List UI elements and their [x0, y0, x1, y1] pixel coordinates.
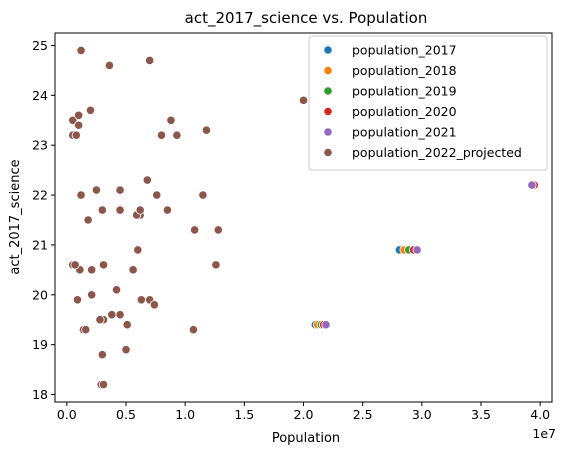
data-point	[156, 130, 167, 140]
data-point	[74, 110, 84, 120]
y-tick-label: 20	[32, 287, 48, 302]
legend-label: population_2019	[352, 84, 457, 99]
y-tick-label: 23	[32, 138, 48, 153]
data-point	[107, 310, 117, 320]
data-point	[149, 300, 159, 310]
data-point	[152, 190, 162, 200]
data-point	[145, 55, 155, 66]
data-point	[211, 260, 221, 270]
data-point	[213, 225, 223, 235]
y-tick-label: 24	[32, 88, 48, 103]
legend-marker	[323, 65, 333, 76]
y-tick-label: 18	[32, 387, 48, 402]
data-point	[76, 190, 86, 200]
x-tick-label: 4.0	[530, 407, 550, 422]
x-tick-label: 2.5	[353, 407, 373, 422]
data-point	[172, 130, 182, 140]
data-point	[188, 325, 199, 335]
data-point	[71, 130, 81, 140]
data-point	[91, 185, 102, 195]
y-tick-label: 19	[32, 337, 48, 352]
legend-marker	[323, 127, 333, 137]
data-point	[74, 120, 84, 130]
data-point	[121, 345, 131, 355]
data-point	[81, 325, 91, 335]
data-point	[97, 350, 107, 360]
data-point	[83, 215, 93, 225]
x-tick-label: 0.5	[116, 407, 136, 422]
data-point	[68, 115, 78, 125]
data-point	[87, 265, 97, 275]
x-tick-label: 2.0	[294, 407, 314, 422]
y-tick-label: 21	[32, 237, 48, 252]
data-point	[298, 95, 309, 105]
x-tick-label: 0.0	[57, 407, 77, 422]
legend: population_2017 population_2018 population…	[308, 35, 548, 171]
legend-marker	[323, 86, 333, 96]
data-point	[133, 245, 143, 255]
data-point	[527, 180, 537, 190]
x-axis-offset-label: 1e7	[532, 426, 556, 441]
legend-label: population_2017	[352, 43, 457, 58]
y-axis: 18 19 20 21 22 23 24 25	[32, 38, 55, 402]
data-point	[135, 205, 145, 215]
data-point	[97, 205, 107, 215]
data-point	[115, 310, 125, 320]
data-point	[76, 45, 86, 56]
legend-label: population_2020	[352, 104, 457, 119]
legend-label: population_2018	[352, 63, 457, 78]
legend-marker	[323, 45, 333, 55]
data-point	[128, 265, 138, 275]
data-point	[136, 295, 146, 305]
points-layer	[68, 45, 539, 390]
data-point	[412, 245, 422, 255]
chart-title: act_2017_science vs. Population	[185, 9, 428, 28]
data-point	[98, 260, 109, 270]
data-point	[115, 185, 125, 195]
data-point	[72, 295, 83, 305]
data-point	[115, 205, 125, 215]
data-point	[162, 205, 173, 215]
y-tick-label: 25	[32, 38, 48, 53]
legend-label: population_2022_projected	[352, 145, 522, 160]
legend-box	[308, 35, 548, 171]
data-point	[85, 105, 96, 115]
data-point	[142, 175, 152, 185]
legend-marker	[323, 106, 333, 117]
x-tick-label: 3.5	[471, 407, 491, 422]
series-population_2022_projected	[68, 45, 309, 390]
data-point	[104, 60, 115, 71]
y-tick-label: 22	[32, 188, 48, 203]
data-point	[111, 285, 122, 295]
data-point	[190, 225, 200, 235]
data-point	[122, 320, 132, 330]
data-point	[166, 115, 176, 125]
data-point	[198, 190, 208, 200]
x-axis-label: Population	[272, 431, 340, 446]
legend-marker	[323, 147, 333, 158]
series-population_2021	[321, 180, 537, 330]
data-point	[321, 320, 331, 330]
data-point	[98, 379, 109, 390]
x-axis: 0.0 0.5 1.0 1.5 2.0 2.5 3.0 3.5 4.0	[57, 402, 550, 422]
legend-label: population_2021	[352, 125, 457, 140]
y-axis-label: act_2017_science	[8, 159, 23, 274]
x-tick-label: 1.5	[234, 407, 254, 422]
x-tick-label: 3.0	[412, 407, 432, 422]
data-point	[87, 290, 97, 300]
x-tick-label: 1.0	[175, 407, 195, 422]
data-point	[201, 125, 212, 135]
data-point	[95, 315, 105, 325]
data-point	[70, 260, 80, 270]
